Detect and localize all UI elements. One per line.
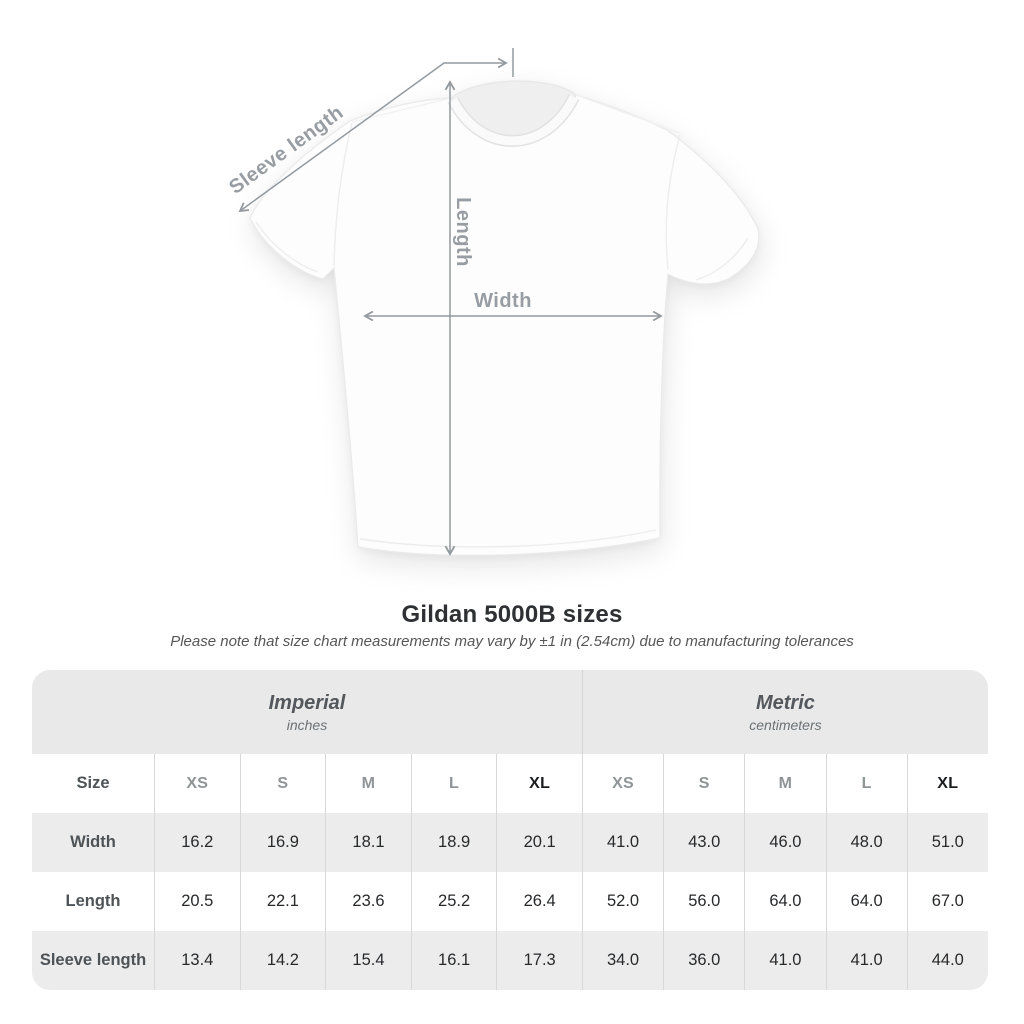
width-metric-s: 43.0: [663, 813, 744, 872]
width-metric-l: 48.0: [825, 813, 907, 872]
length-imperial-m: 23.6: [325, 872, 411, 931]
length-label: Length: [452, 197, 474, 267]
width-metric-xs: 41.0: [581, 813, 663, 872]
row-label: Sleeve length: [39, 951, 147, 969]
imperial-group-unit: inches: [286, 716, 328, 733]
width-dimension: Width: [363, 290, 663, 322]
sleeve-length-arrow-icon: [238, 57, 508, 213]
tshirt-photo: [249, 80, 760, 556]
length-imperial-s: 22.1: [239, 872, 326, 931]
row-label: Length: [65, 892, 121, 910]
size-header-imperial-m: M: [325, 754, 411, 813]
size-header-metric-l: L: [825, 754, 907, 813]
metric-group-header: Metric centimeters: [581, 670, 988, 754]
sleeve-imperial-m: 15.4: [325, 931, 411, 990]
length-imperial-xl: 26.4: [496, 872, 582, 931]
width-imperial-xl: 20.1: [496, 813, 582, 872]
width-imperial-l: 18.9: [410, 813, 497, 872]
size-header-imperial-xl: XL: [496, 754, 582, 813]
size-header-imperial-s: S: [239, 754, 326, 813]
imperial-group-title: Imperial: [268, 691, 346, 714]
table-row-length: Length 20.5 22.1 23.6 25.2 26.4 52.0 56.…: [32, 872, 988, 931]
metric-group-unit: centimeters: [749, 716, 822, 733]
size-header-row: Size XS S M L XL XS S M L XL: [32, 754, 988, 813]
imperial-group-header: Imperial inches: [32, 670, 582, 754]
unit-group-header: Imperial inches Metric centimeters: [32, 670, 988, 754]
sleeve-imperial-s: 14.2: [239, 931, 326, 990]
sleeve-metric-m: 41.0: [744, 931, 825, 990]
length-metric-xs: 52.0: [581, 872, 663, 931]
size-header-metric-s: S: [663, 754, 744, 813]
sleeve-metric-s: 36.0: [663, 931, 744, 990]
width-imperial-xs: 16.2: [154, 813, 240, 872]
width-metric-xl: 51.0: [906, 813, 988, 872]
size-header-imperial-xs: XS: [154, 754, 240, 813]
length-imperial-xs: 20.5: [154, 872, 240, 931]
size-header-metric-m: M: [744, 754, 825, 813]
sleeve-metric-xs: 34.0: [581, 931, 663, 990]
row-label: Width: [70, 833, 116, 851]
size-header-metric-xl: XL: [906, 754, 988, 813]
sleeve-imperial-l: 16.1: [410, 931, 497, 990]
length-metric-xl: 67.0: [906, 872, 988, 931]
width-label: Width: [474, 290, 532, 312]
page-title: Gildan 5000B sizes: [401, 601, 623, 628]
tshirt-figure: Sleeve length Length Width: [225, 48, 760, 556]
sleeve-metric-l: 41.0: [825, 931, 907, 990]
table-row-width: Width 16.2 16.9 18.1 18.9 20.1 41.0 43.0…: [32, 813, 988, 872]
length-imperial-l: 25.2: [410, 872, 497, 931]
width-imperial-m: 18.1: [325, 813, 411, 872]
size-header-imperial-l: L: [410, 754, 497, 813]
table-row-sleeve-length: Sleeve length 13.4 14.2 15.4 16.1 17.3 3…: [32, 931, 988, 990]
width-metric-m: 46.0: [744, 813, 825, 872]
length-metric-l: 64.0: [825, 872, 907, 931]
length-metric-m: 64.0: [744, 872, 825, 931]
sleeve-imperial-xs: 13.4: [154, 931, 240, 990]
sleeve-imperial-xl: 17.3: [496, 931, 582, 990]
tolerance-note: Please note that size chart measurements…: [170, 633, 854, 650]
metric-group-title: Metric: [755, 691, 815, 714]
size-chart-table: Imperial inches Metric centimeters Size …: [32, 670, 988, 990]
length-metric-s: 56.0: [663, 872, 744, 931]
size-column-header: Size: [76, 774, 110, 792]
size-header-metric-xs: XS: [581, 754, 663, 813]
width-imperial-s: 16.9: [239, 813, 326, 872]
sleeve-metric-xl: 44.0: [906, 931, 988, 990]
